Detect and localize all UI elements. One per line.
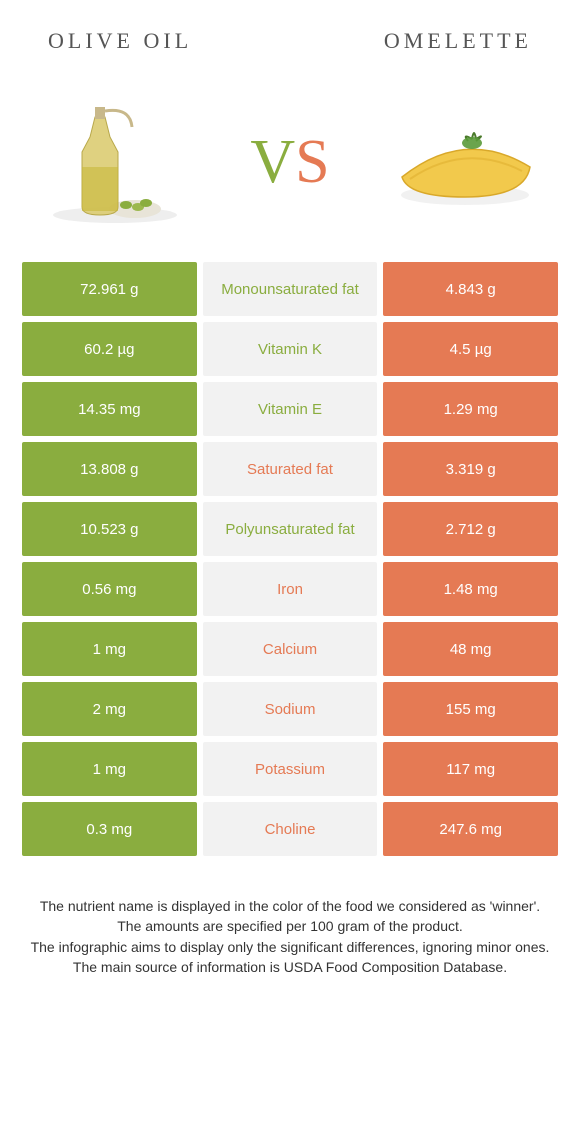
footnote-line: The infographic aims to display only the… bbox=[28, 937, 552, 957]
olive-oil-image bbox=[40, 97, 190, 227]
value-right: 2.712 g bbox=[383, 502, 558, 556]
value-right: 4.843 g bbox=[383, 262, 558, 316]
nutrient-label: Saturated fat bbox=[203, 442, 378, 496]
nutrient-label: Sodium bbox=[203, 682, 378, 736]
comparison-table: 72.961 gMonounsaturated fat4.843 g 60.2 µ… bbox=[22, 262, 558, 856]
value-left: 1 mg bbox=[22, 622, 197, 676]
title-right: Omelette bbox=[384, 28, 532, 54]
value-left: 0.56 mg bbox=[22, 562, 197, 616]
nutrient-label: Vitamin K bbox=[203, 322, 378, 376]
value-right: 3.319 g bbox=[383, 442, 558, 496]
value-left: 14.35 mg bbox=[22, 382, 197, 436]
value-left: 10.523 g bbox=[22, 502, 197, 556]
nutrient-label: Calcium bbox=[203, 622, 378, 676]
footnote-line: The amounts are specified per 100 gram o… bbox=[28, 916, 552, 936]
value-right: 155 mg bbox=[383, 682, 558, 736]
value-right: 48 mg bbox=[383, 622, 558, 676]
footnote-line: The nutrient name is displayed in the co… bbox=[28, 896, 552, 916]
table-row: 0.56 mgIron1.48 mg bbox=[22, 562, 558, 616]
nutrient-label: Choline bbox=[203, 802, 378, 856]
nutrient-label: Monounsaturated fat bbox=[203, 262, 378, 316]
vs-s: S bbox=[295, 127, 329, 198]
value-right: 1.29 mg bbox=[383, 382, 558, 436]
vs-label: VS bbox=[250, 127, 329, 198]
nutrient-label: Iron bbox=[203, 562, 378, 616]
table-row: 14.35 mgVitamin E1.29 mg bbox=[22, 382, 558, 436]
footnotes: The nutrient name is displayed in the co… bbox=[0, 856, 580, 977]
value-left: 2 mg bbox=[22, 682, 197, 736]
header: Olive oil Omelette bbox=[0, 0, 580, 72]
value-right: 117 mg bbox=[383, 742, 558, 796]
table-row: 2 mgSodium155 mg bbox=[22, 682, 558, 736]
value-right: 4.5 µg bbox=[383, 322, 558, 376]
nutrient-label: Potassium bbox=[203, 742, 378, 796]
value-left: 0.3 mg bbox=[22, 802, 197, 856]
nutrient-label: Vitamin E bbox=[203, 382, 378, 436]
hero-row: VS bbox=[0, 72, 580, 262]
value-left: 13.808 g bbox=[22, 442, 197, 496]
nutrient-label: Polyunsaturated fat bbox=[203, 502, 378, 556]
table-row: 1 mgPotassium117 mg bbox=[22, 742, 558, 796]
value-left: 72.961 g bbox=[22, 262, 197, 316]
table-row: 60.2 µgVitamin K4.5 µg bbox=[22, 322, 558, 376]
value-left: 1 mg bbox=[22, 742, 197, 796]
title-left: Olive oil bbox=[48, 28, 192, 54]
footnote-line: The main source of information is USDA F… bbox=[28, 957, 552, 977]
vs-v: V bbox=[250, 127, 295, 198]
omelette-image bbox=[390, 97, 540, 227]
value-right: 247.6 mg bbox=[383, 802, 558, 856]
table-row: 13.808 gSaturated fat3.319 g bbox=[22, 442, 558, 496]
value-right: 1.48 mg bbox=[383, 562, 558, 616]
table-row: 1 mgCalcium48 mg bbox=[22, 622, 558, 676]
table-row: 72.961 gMonounsaturated fat4.843 g bbox=[22, 262, 558, 316]
value-left: 60.2 µg bbox=[22, 322, 197, 376]
table-row: 0.3 mgCholine247.6 mg bbox=[22, 802, 558, 856]
table-row: 10.523 gPolyunsaturated fat2.712 g bbox=[22, 502, 558, 556]
